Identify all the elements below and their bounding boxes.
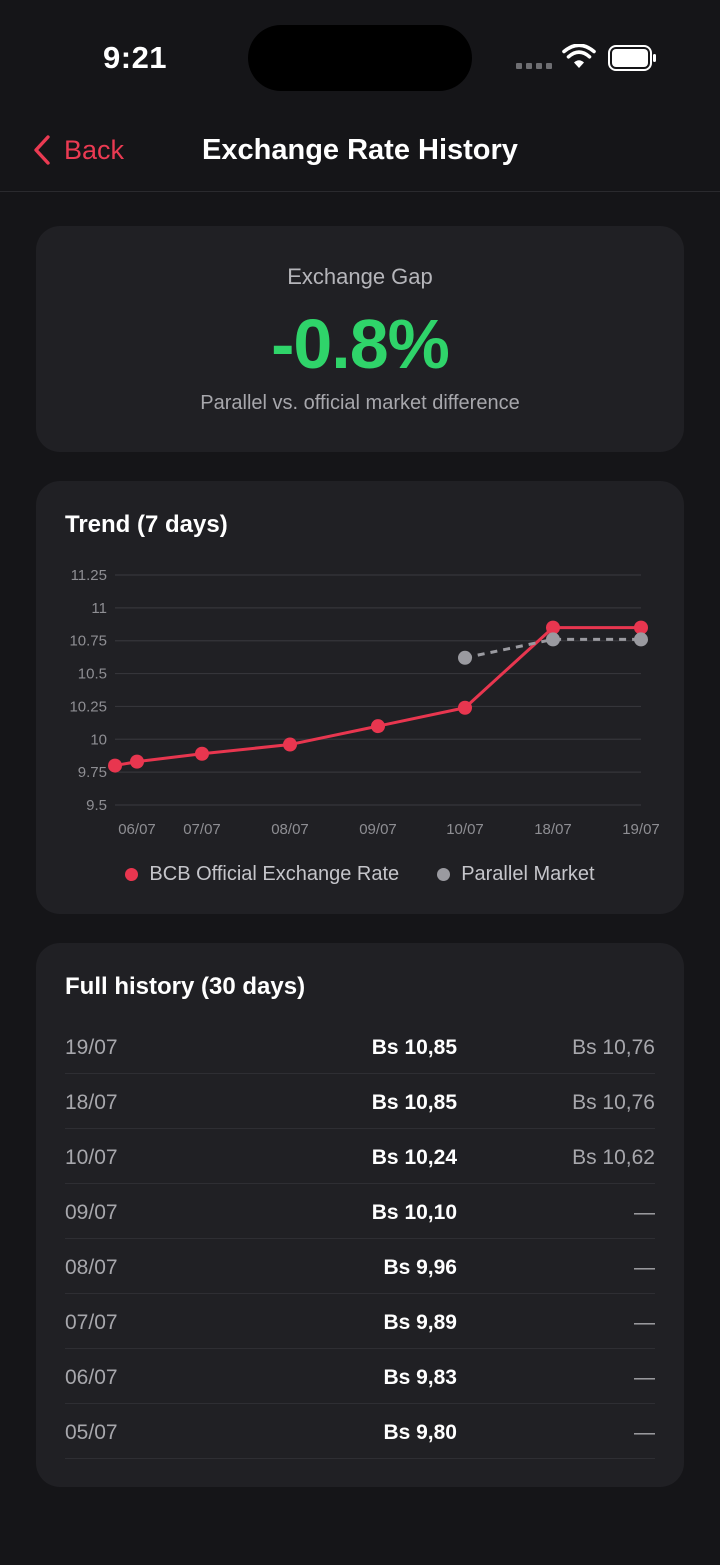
- official-rate-line: [114, 626, 641, 768]
- history-date: 07/07: [65, 1311, 118, 1334]
- x-tick-label: 06/07: [118, 821, 156, 838]
- trend-title: Trend (7 days): [65, 511, 228, 538]
- official-rate-point: [195, 746, 209, 761]
- chart-legend: BCB Official Exchange Rate Parallel Marke…: [36, 863, 684, 886]
- y-tick-label: 11.25: [71, 567, 107, 584]
- gap-subtitle: Parallel vs. official market difference: [200, 392, 520, 414]
- x-tick-label: 07/07: [183, 821, 221, 838]
- history-row: 10/07 Bs 10,24 Bs 10,62: [65, 1129, 655, 1184]
- legend-item: Parallel Market: [437, 863, 595, 886]
- parallel-market-point: [634, 632, 648, 647]
- history-date: 05/07: [65, 1421, 118, 1444]
- parallel-market-point: [546, 632, 560, 647]
- history-parallel-rate: —: [634, 1256, 655, 1279]
- chevron-left-icon: [34, 135, 50, 165]
- official-rate-point: [283, 737, 297, 752]
- official-rate-point: [546, 620, 560, 635]
- gap-value: -0.8%: [271, 305, 450, 383]
- history-official-rate: Bs 10,24: [371, 1146, 457, 1169]
- history-list: 19/07 Bs 10,85 Bs 10,76 18/07 Bs 10,85 Bs 10,…: [65, 1019, 655, 1459]
- y-tick-label: 10.25: [69, 698, 107, 715]
- legend-dot: [125, 868, 139, 881]
- history-official-rate: Bs 10,10: [371, 1201, 457, 1224]
- history-parallel-rate: —: [634, 1366, 655, 1389]
- nav-bar: Back Exchange Rate History: [0, 110, 720, 192]
- history-row: 07/07 Bs 9,89 —: [65, 1294, 655, 1349]
- official-rate-point: [634, 620, 648, 635]
- x-tick-label: 08/07: [271, 821, 309, 838]
- legend-label: BCB Official Exchange Rate: [149, 863, 400, 885]
- y-tick-label: 10.5: [78, 666, 107, 683]
- wifi-icon: [562, 44, 596, 68]
- history-parallel-rate: —: [634, 1421, 655, 1444]
- gap-label: Exchange Gap: [287, 264, 433, 289]
- history-row: 06/07 Bs 9,83 —: [65, 1349, 655, 1404]
- history-date: 09/07: [65, 1201, 118, 1224]
- history-title: Full history (30 days): [65, 973, 306, 1000]
- official-rate-point: [458, 700, 472, 715]
- status-bar: 9:21: [0, 0, 720, 110]
- history-date: 18/07: [65, 1091, 118, 1114]
- history-row: 08/07 Bs 9,96 —: [65, 1239, 655, 1294]
- parallel-market-point: [458, 650, 472, 665]
- y-tick-label: 10.75: [69, 633, 107, 650]
- history-row: 05/07 Bs 9,80 —: [65, 1404, 655, 1459]
- trend-card: Trend (7 days) 11.25 11 10.75 10.5 10.25 10 9.…: [36, 481, 684, 914]
- history-date: 19/07: [65, 1036, 118, 1059]
- history-row: 09/07 Bs 10,10 —: [65, 1184, 655, 1239]
- history-official-rate: Bs 10,85: [371, 1091, 457, 1114]
- history-date: 06/07: [65, 1366, 118, 1389]
- back-label: Back: [64, 134, 125, 165]
- history-parallel-rate: —: [634, 1201, 655, 1224]
- history-official-rate: Bs 9,83: [383, 1366, 457, 1389]
- history-card: Full history (30 days) 19/07 Bs 10,85 Bs 1…: [36, 943, 684, 1487]
- y-tick-label: 9.75: [78, 764, 107, 781]
- history-parallel-rate: Bs 10,62: [572, 1146, 655, 1169]
- legend-dot: [437, 868, 451, 881]
- battery-icon: [608, 45, 656, 71]
- history-official-rate: Bs 9,89: [383, 1311, 457, 1334]
- legend-item: BCB Official Exchange Rate: [125, 863, 399, 886]
- history-row: 18/07 Bs 10,85 Bs 10,76: [65, 1074, 655, 1129]
- x-tick-label: 19/07: [622, 821, 660, 838]
- parallel-market-line: [464, 637, 641, 660]
- trend-chart: 11.25 11 10.75 10.5 10.25 10 9.75 9.5 06/07 07/07…: [69, 567, 660, 838]
- history-date: 10/07: [65, 1146, 118, 1169]
- status-time: 9:21: [103, 40, 168, 75]
- history-parallel-rate: —: [634, 1311, 655, 1334]
- history-official-rate: Bs 9,96: [383, 1256, 457, 1279]
- history-parallel-rate: Bs 10,76: [572, 1091, 655, 1114]
- dynamic-island: [248, 25, 472, 91]
- history-row: 19/07 Bs 10,85 Bs 10,76: [65, 1019, 655, 1074]
- history-official-rate: Bs 10,85: [371, 1036, 457, 1059]
- y-tick-label: 10: [90, 731, 107, 748]
- legend-label: Parallel Market: [461, 863, 595, 885]
- x-tick-label: 10/07: [446, 821, 484, 838]
- y-tick-label: 9.5: [86, 797, 107, 814]
- page-title: Exchange Rate History: [202, 134, 518, 166]
- x-tick-label: 09/07: [359, 821, 397, 838]
- back-button[interactable]: Back: [32, 134, 124, 166]
- history-parallel-rate: Bs 10,76: [572, 1036, 655, 1059]
- history-date: 08/07: [65, 1256, 118, 1279]
- exchange-gap-card: Exchange Gap -0.8% Parallel vs. official…: [36, 226, 684, 452]
- official-rate-point: [371, 719, 385, 734]
- cellular-signal-icon: [516, 63, 552, 69]
- official-rate-point: [130, 754, 144, 769]
- x-tick-label: 18/07: [534, 821, 572, 838]
- history-official-rate: Bs 9,80: [383, 1421, 457, 1444]
- y-tick-label: 11: [91, 600, 107, 617]
- official-rate-point: [108, 758, 122, 773]
